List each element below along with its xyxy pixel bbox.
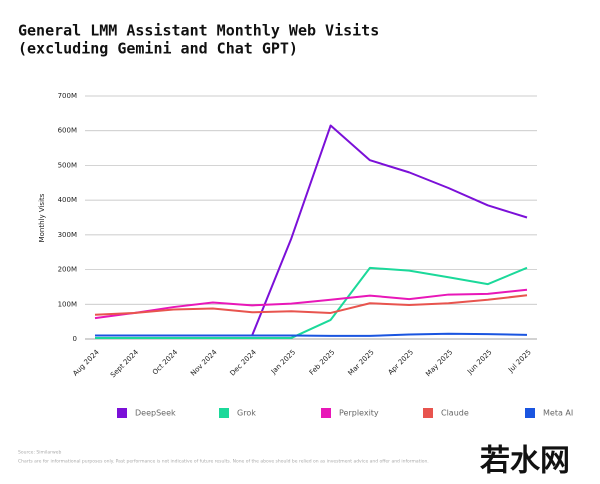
y-tick-label: 400M [58,196,77,204]
x-tick-label: May 2025 [424,348,454,378]
legend-swatch [525,408,535,418]
legend-swatch [219,408,229,418]
y-axis-label: Monthly Visits [38,193,46,242]
legend-swatch [423,408,433,418]
legend-swatch [321,408,331,418]
y-tick-label: 0 [73,335,77,343]
x-tick-label: Aug 2024 [71,348,101,378]
chart-title: General LMM Assistant Monthly Web Visits [18,22,379,40]
x-tick-label: Apr 2025 [387,348,415,376]
legend-label: Grok [237,409,256,418]
legend-label: Perplexity [339,409,379,418]
y-tick-label: 600M [58,127,77,135]
legend-swatch [117,408,127,418]
y-tick-label: 500M [58,161,77,169]
x-tick-label: Mar 2025 [347,348,376,377]
series-line [251,124,528,336]
x-tick-label: Oct 2024 [151,348,180,377]
y-tick-label: 100M [58,300,77,308]
y-tick-label: 300M [58,231,77,239]
source: Source: Similarweb [18,450,61,456]
x-tick-label: Nov 2024 [189,348,219,378]
note: Charts are for informational purposes on… [18,459,429,465]
x-tick-label: Dec 2024 [229,348,259,378]
y-tick-label: 200M [58,266,77,274]
x-tick-label: Jul 2025 [506,348,533,375]
series-line [95,266,528,339]
watermark: 若水网 [480,444,570,479]
x-tick-label: Jan 2025 [269,348,297,376]
series-line [95,332,528,337]
legend-label: Claude [441,409,469,418]
legend-label: DeepSeek [135,409,176,418]
x-tick-label: Jun 2025 [465,348,493,376]
y-tick-label: 700M [58,92,77,100]
series-line [94,294,528,316]
legend-label: Meta AI [543,409,573,418]
chart-subtitle: (excluding Gemini and Chat GPT) [18,40,298,58]
x-tick-label: Sept 2024 [109,348,140,379]
series-line [94,288,528,320]
x-tick-label: Feb 2025 [308,348,337,377]
